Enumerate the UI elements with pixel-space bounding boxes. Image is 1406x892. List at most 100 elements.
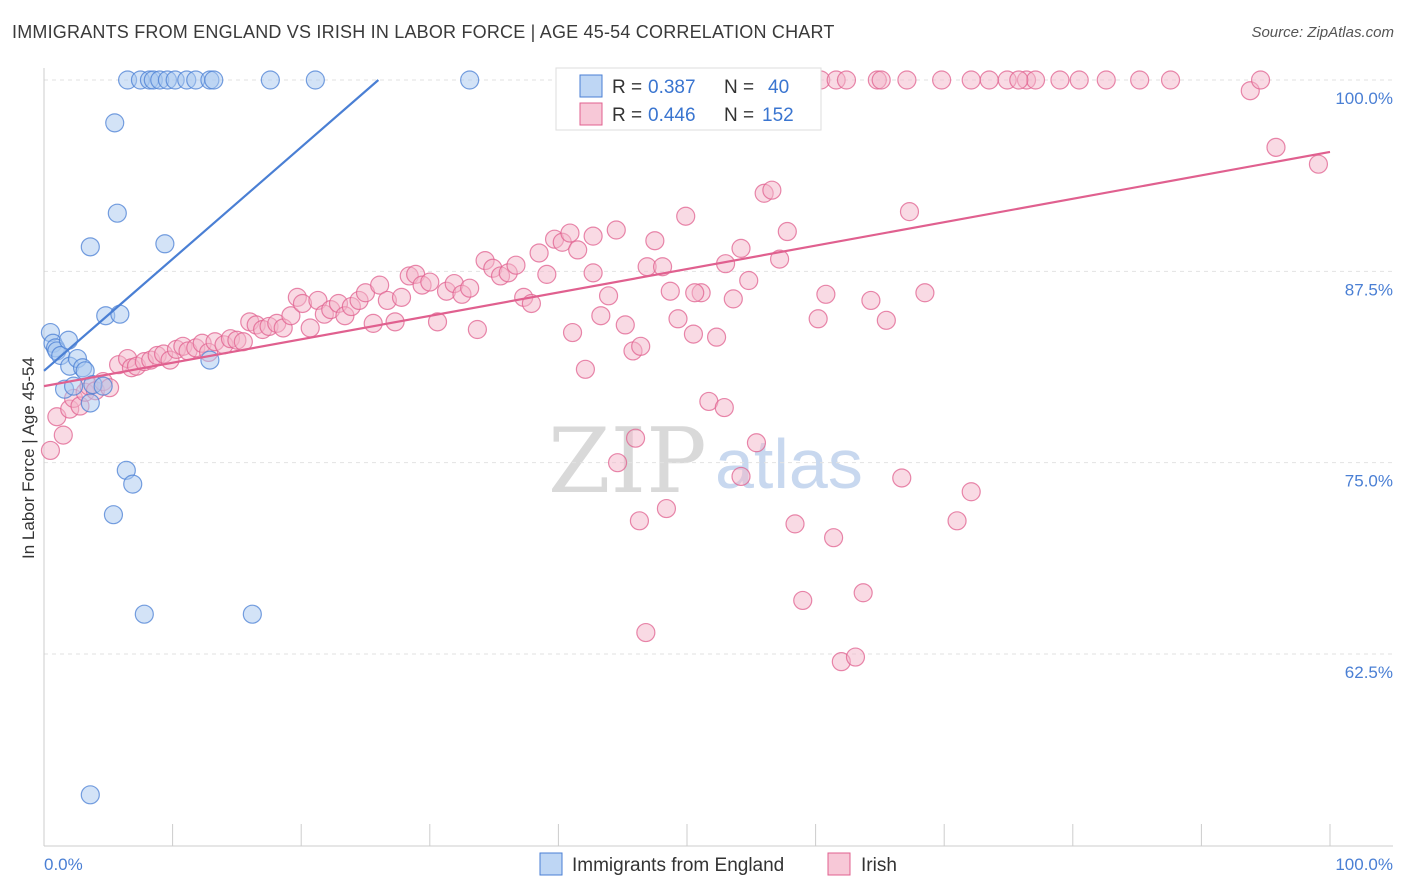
watermark-zip: ZIP bbox=[548, 409, 707, 514]
series-legend: Immigrants from England Irish bbox=[539, 852, 897, 876]
england-r-value: 0.387 bbox=[648, 77, 696, 98]
irish-point-114 bbox=[892, 468, 912, 488]
irish-point-75 bbox=[560, 223, 580, 243]
irish-point-2 bbox=[53, 425, 73, 445]
england-point-12 bbox=[80, 393, 100, 413]
irish-trend-line bbox=[43, 150, 1331, 388]
irish-point-106 bbox=[808, 309, 828, 329]
irish-point-123 bbox=[629, 511, 650, 531]
irish-point-0 bbox=[40, 440, 61, 461]
y-tick-label-0: 62.5% bbox=[1345, 663, 1393, 682]
irish-point-141 bbox=[1050, 70, 1070, 90]
irish-r-label: R = bbox=[612, 105, 642, 126]
irish-point-107 bbox=[816, 284, 836, 304]
irish-point-76 bbox=[568, 240, 588, 260]
irish-point-143 bbox=[1096, 70, 1116, 90]
england-points bbox=[40, 70, 480, 805]
irish-point-110 bbox=[845, 647, 866, 667]
y-tick-label-1: 75.0% bbox=[1345, 472, 1393, 491]
england-point-20 bbox=[123, 474, 143, 494]
irish-point-112 bbox=[861, 290, 881, 311]
england-n-label: N = bbox=[724, 77, 754, 98]
irish-point-135 bbox=[932, 70, 952, 90]
irish-point-140 bbox=[1025, 70, 1046, 90]
irish-point-105 bbox=[793, 590, 813, 611]
gridlines bbox=[44, 79, 1393, 655]
stats-legend: R = 0.387 N = 40 R = 0.446 N = 152 bbox=[555, 67, 822, 131]
irish-point-134 bbox=[897, 70, 917, 90]
irish-point-127 bbox=[714, 397, 734, 418]
irish-point-89 bbox=[668, 309, 688, 329]
irish-point-117 bbox=[947, 511, 967, 531]
england-r-label: R = bbox=[612, 77, 642, 98]
irish-point-86 bbox=[645, 231, 665, 251]
irish-point-49 bbox=[363, 313, 383, 333]
england-series-label: Immigrants from England bbox=[572, 855, 784, 876]
irish-point-136 bbox=[961, 70, 981, 90]
irish-point-96 bbox=[723, 289, 743, 309]
x-tick-label-max: 100.0% bbox=[1335, 855, 1393, 874]
irish-point-68 bbox=[506, 255, 526, 275]
chart-title: IMMIGRANTS FROM ENGLAND VS IRISH IN LABO… bbox=[12, 22, 835, 42]
irish-points bbox=[40, 70, 1329, 672]
irish-point-151 bbox=[1009, 70, 1029, 90]
irish-point-37 bbox=[281, 306, 301, 326]
irish-point-111 bbox=[853, 583, 873, 603]
irish-point-99 bbox=[746, 433, 767, 453]
irish-n-label: N = bbox=[724, 105, 754, 126]
irish-point-119 bbox=[625, 428, 646, 448]
irish-point-71 bbox=[529, 243, 549, 263]
irish-point-116 bbox=[915, 283, 935, 303]
irish-point-144 bbox=[1130, 70, 1150, 90]
england-point-15 bbox=[80, 785, 100, 805]
england-point-35 bbox=[305, 70, 325, 90]
irish-point-91 bbox=[683, 324, 704, 344]
irish-point-118 bbox=[961, 482, 981, 502]
irish-bottom-swatch bbox=[827, 852, 851, 876]
irish-point-50 bbox=[370, 275, 390, 295]
x-ticks bbox=[43, 824, 1331, 846]
irish-point-104 bbox=[785, 514, 805, 534]
england-trend-line bbox=[43, 79, 380, 372]
irish-point-122 bbox=[607, 453, 628, 473]
england-point-36 bbox=[460, 70, 480, 90]
irish-point-40 bbox=[300, 318, 320, 338]
irish-point-90 bbox=[676, 206, 696, 226]
irish-point-39 bbox=[292, 293, 313, 314]
irish-point-102 bbox=[769, 249, 790, 269]
england-point-21 bbox=[103, 505, 124, 525]
england-point-14 bbox=[93, 376, 113, 396]
irish-point-121 bbox=[583, 263, 603, 283]
irish-point-58 bbox=[427, 312, 448, 332]
y-tick-label-2: 87.5% bbox=[1345, 280, 1393, 299]
england-point-38 bbox=[80, 237, 100, 257]
y-tick-labels: 62.5% 75.0% 87.5% 100.0% bbox=[1335, 89, 1393, 682]
watermark-atlas: atlas bbox=[715, 425, 863, 503]
irish-point-147 bbox=[1250, 70, 1271, 90]
irish-point-148 bbox=[1308, 154, 1329, 174]
irish-point-77 bbox=[575, 359, 596, 379]
irish-point-87 bbox=[652, 257, 673, 277]
irish-point-97 bbox=[731, 238, 751, 258]
england-point-39 bbox=[155, 234, 175, 254]
irish-point-125 bbox=[656, 498, 677, 519]
england-point-41 bbox=[242, 604, 262, 624]
irish-point-63 bbox=[467, 319, 487, 340]
irish-point-108 bbox=[824, 528, 844, 548]
irish-point-88 bbox=[660, 281, 680, 301]
irish-point-78 bbox=[583, 226, 603, 246]
irish-point-126 bbox=[685, 283, 705, 303]
england-point-6 bbox=[58, 330, 79, 350]
irish-n-value: 152 bbox=[762, 105, 794, 126]
irish-point-120 bbox=[562, 322, 583, 343]
irish-point-80 bbox=[598, 286, 619, 306]
irish-point-53 bbox=[391, 287, 412, 307]
irish-point-150 bbox=[871, 70, 891, 90]
x-tick-label-min: 0.0% bbox=[44, 855, 83, 874]
england-bottom-swatch bbox=[539, 852, 563, 876]
irish-point-57 bbox=[420, 272, 440, 292]
irish-point-145 bbox=[1160, 70, 1181, 90]
irish-point-79 bbox=[591, 306, 611, 326]
trend-lines bbox=[43, 79, 1331, 388]
